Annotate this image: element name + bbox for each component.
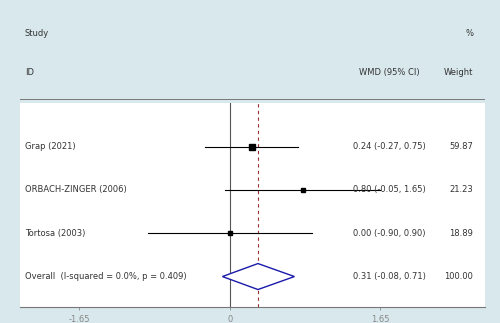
- Polygon shape: [222, 264, 294, 289]
- Text: Weight: Weight: [444, 68, 474, 77]
- Text: 0.31 (-0.08, 0.71): 0.31 (-0.08, 0.71): [353, 272, 426, 281]
- Text: %: %: [466, 29, 473, 38]
- Text: WMD (95% CI): WMD (95% CI): [360, 68, 420, 77]
- Text: ORBACH-ZINGER (2006): ORBACH-ZINGER (2006): [24, 185, 127, 194]
- Text: Study: Study: [24, 29, 49, 38]
- Text: 0.24 (-0.27, 0.75): 0.24 (-0.27, 0.75): [354, 142, 426, 151]
- Text: ID: ID: [24, 68, 34, 77]
- Text: Tortosa (2003): Tortosa (2003): [24, 229, 85, 238]
- Text: 0.80 (-0.05, 1.65): 0.80 (-0.05, 1.65): [354, 185, 426, 194]
- Text: Grap (2021): Grap (2021): [24, 142, 76, 151]
- Text: 59.87: 59.87: [450, 142, 473, 151]
- Text: 18.89: 18.89: [450, 229, 473, 238]
- Text: 100.00: 100.00: [444, 272, 474, 281]
- Text: 0.00 (-0.90, 0.90): 0.00 (-0.90, 0.90): [354, 229, 426, 238]
- Text: 21.23: 21.23: [450, 185, 473, 194]
- Text: Overall  (I-squared = 0.0%, p = 0.409): Overall (I-squared = 0.0%, p = 0.409): [24, 272, 186, 281]
